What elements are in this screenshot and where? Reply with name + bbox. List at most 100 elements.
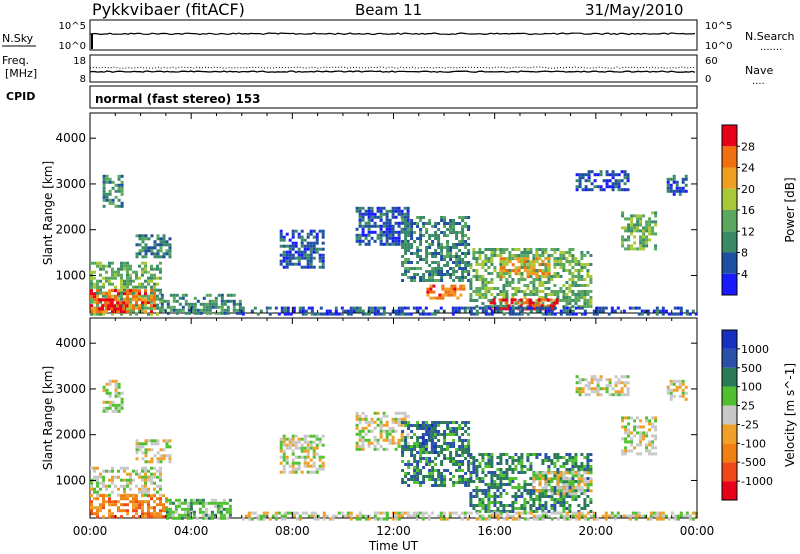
data-cell <box>596 387 600 391</box>
data-cell <box>458 445 462 448</box>
data-cell <box>108 301 111 305</box>
data-cell <box>99 267 102 271</box>
data-cell <box>535 489 539 493</box>
data-cell <box>300 449 304 453</box>
data-cell <box>225 501 229 505</box>
data-cell <box>168 237 172 241</box>
data-cell <box>407 228 411 231</box>
data-cell <box>651 440 655 444</box>
data-cell <box>159 297 162 301</box>
data-cell <box>204 507 208 511</box>
data-cell <box>639 229 643 233</box>
data-cell <box>637 511 641 515</box>
data-cell <box>678 186 682 190</box>
data-cell <box>318 247 322 251</box>
data-cell <box>642 235 646 239</box>
data-cell <box>532 474 536 478</box>
data-cell <box>407 222 411 225</box>
data-cell <box>487 492 491 495</box>
data-cell <box>196 308 200 312</box>
data-cell <box>126 306 129 310</box>
data-cell <box>550 459 554 462</box>
data-cell <box>147 512 150 516</box>
data-cell <box>538 504 542 507</box>
data-cell <box>401 261 405 264</box>
data-cell <box>550 278 554 281</box>
data-cell <box>394 215 398 219</box>
data-cell <box>586 251 590 254</box>
data-region <box>401 216 471 282</box>
data-cell <box>493 474 497 477</box>
data-cell <box>553 453 557 456</box>
data-cell <box>541 251 545 254</box>
data-cell <box>553 511 557 515</box>
data-cell <box>508 257 512 260</box>
data-cell <box>454 511 458 515</box>
data-cell <box>669 177 673 181</box>
data-cell <box>177 516 181 520</box>
data-cell <box>639 244 643 248</box>
data-cell <box>526 260 530 263</box>
data-cell <box>262 517 266 521</box>
data-cell <box>636 425 640 429</box>
data-cell <box>493 498 497 501</box>
data-cell <box>292 511 296 515</box>
data-cell <box>373 224 377 228</box>
data-cell <box>464 267 468 270</box>
data-cell <box>150 312 153 316</box>
data-cell <box>397 224 401 228</box>
data-cell <box>583 302 587 305</box>
data-cell <box>93 285 96 289</box>
data-cell <box>535 514 539 518</box>
data-cell <box>431 267 435 270</box>
data-cell <box>288 238 292 242</box>
data-cell <box>568 468 572 471</box>
data-cell <box>490 248 494 251</box>
data-cell <box>532 514 536 518</box>
data-cell <box>547 510 551 513</box>
data-cell <box>529 309 533 313</box>
data-cell <box>367 227 371 231</box>
data-cell <box>382 411 386 415</box>
data-cell <box>568 504 572 507</box>
data-cell <box>487 281 491 284</box>
data-cell <box>586 480 590 484</box>
data-cell <box>523 480 527 483</box>
data-cell <box>648 223 652 227</box>
data-cell <box>583 471 587 475</box>
data-cell <box>346 309 350 313</box>
data-cell <box>391 215 395 219</box>
data-cell <box>407 246 411 249</box>
data-cell <box>168 252 172 256</box>
data-cell <box>443 258 447 261</box>
data-cell <box>141 270 144 274</box>
data-cell <box>450 284 454 288</box>
data-cell <box>550 480 554 483</box>
data-cell <box>195 498 199 502</box>
data-cell <box>467 427 471 430</box>
data-cell <box>541 312 545 316</box>
data-cell <box>437 472 441 475</box>
data-cell <box>452 225 456 228</box>
data-cell <box>400 435 404 439</box>
data-cell <box>379 306 383 310</box>
data-cell <box>397 236 401 240</box>
data-cell <box>437 469 441 472</box>
data-cell <box>159 261 162 265</box>
data-cell <box>627 440 631 444</box>
data-cell <box>96 285 99 289</box>
strip-freq-right-tick-top: 60 <box>705 56 718 67</box>
data-cell <box>428 246 432 249</box>
data-cell <box>147 478 150 482</box>
data-cell <box>654 214 658 218</box>
data-cell <box>526 287 530 290</box>
data-cell <box>294 434 298 438</box>
data-cell <box>407 421 411 424</box>
data-cell <box>502 453 506 456</box>
data-cell <box>444 293 448 297</box>
data-cell <box>443 469 447 472</box>
data-cell <box>529 507 533 510</box>
data-cell <box>361 429 365 433</box>
data-cell <box>431 276 435 279</box>
data-cell <box>648 428 652 432</box>
